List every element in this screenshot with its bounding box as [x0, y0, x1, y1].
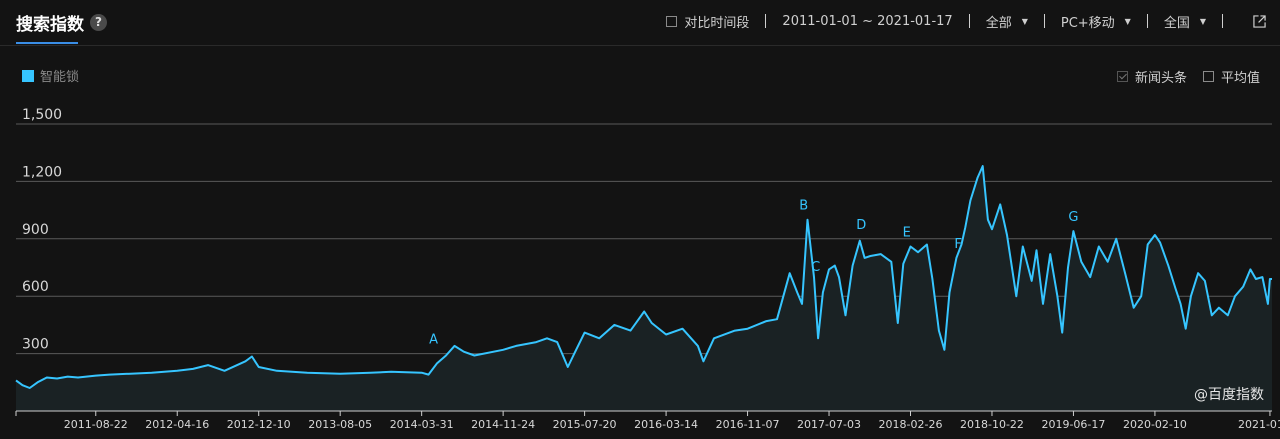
- top-bar: 搜索指数 ? 对比时间段 2011-01-01 ~ 2021-01-17 全部 …: [0, 0, 1280, 46]
- toolbar: 对比时间段 2011-01-01 ~ 2021-01-17 全部 ▼ PC+移动…: [666, 10, 1266, 32]
- y-tick-label: 1,500: [22, 107, 62, 123]
- page-title: 搜索指数: [16, 14, 84, 35]
- x-tick-label: 2012-12-10: [227, 418, 291, 431]
- device-dropdown[interactable]: PC+移动 ▼: [1061, 12, 1131, 31]
- caret-down-icon: ▼: [1199, 16, 1206, 26]
- x-tick-label: 2020-02-10: [1123, 418, 1187, 431]
- news-label: 新闻头条: [1134, 71, 1187, 86]
- date-range-picker[interactable]: 2011-01-01 ~ 2021-01-17: [782, 13, 953, 29]
- x-tick-label: 2011-08-22: [64, 418, 128, 431]
- source-select-value: 全部: [985, 15, 1012, 31]
- average-toggle[interactable]: 平均值: [1202, 67, 1260, 86]
- annotation-label: F: [954, 237, 961, 252]
- compare-checkbox[interactable]: [666, 15, 678, 27]
- chart-legend[interactable]: 智能锁: [22, 66, 79, 85]
- caret-down-icon: ▼: [1021, 16, 1028, 26]
- x-tick-label: 2019-06-17: [1041, 418, 1105, 431]
- help-icon[interactable]: ?: [90, 13, 107, 31]
- annotation-label: B: [799, 199, 808, 214]
- device-select-value: PC+移动: [1060, 15, 1115, 31]
- compare-period-toggle[interactable]: 对比时间段: [666, 12, 749, 31]
- y-tick-label: 300: [22, 337, 49, 353]
- divider: [1043, 14, 1045, 28]
- divider: [765, 14, 767, 28]
- legend-swatch: [22, 69, 34, 82]
- annotation-label: G: [1068, 210, 1078, 225]
- x-tick-label: 2012-04-16: [145, 418, 209, 431]
- x-tick-label: 2014-03-31: [390, 418, 454, 431]
- news-checkbox[interactable]: [1116, 71, 1128, 82]
- divider: [1146, 14, 1148, 28]
- legend-label: 智能锁: [40, 70, 80, 85]
- region-dropdown[interactable]: 全国 ▼: [1164, 12, 1206, 31]
- annotation-label: D: [856, 218, 866, 233]
- series-line: [15, 165, 1272, 389]
- tab-search-index[interactable]: 搜索指数 ?: [16, 8, 107, 36]
- x-tick-label: 2016-11-07: [716, 418, 780, 431]
- x-tick-label: 2013-08-05: [308, 418, 372, 431]
- x-tick-label: 2016-03-14: [634, 418, 698, 431]
- chart-options: 新闻头条 平均值: [1116, 67, 1260, 86]
- y-tick-label: 600: [22, 279, 49, 295]
- external-link-icon[interactable]: [1253, 14, 1266, 28]
- average-label: 平均值: [1220, 71, 1260, 86]
- annotation-label: A: [429, 333, 438, 348]
- divider: [968, 14, 970, 28]
- region-select-value: 全国: [1163, 15, 1190, 31]
- x-tick-label: 2017-07-03: [797, 418, 861, 431]
- source-dropdown[interactable]: 全部 ▼: [986, 12, 1028, 31]
- x-tick-label: 2018-02-26: [879, 418, 943, 431]
- x-tick-label: 2018-10-22: [960, 418, 1024, 431]
- annotation-label: E: [903, 225, 911, 240]
- tab-active-underline: [16, 42, 78, 44]
- news-toggle[interactable]: 新闻头条: [1116, 67, 1187, 86]
- baidu-index-watermark: @百度指数: [1194, 387, 1264, 403]
- x-tick-label: 2021-01-11: [1238, 418, 1280, 431]
- caret-down-icon: ▼: [1124, 16, 1131, 26]
- y-tick-label: 1,200: [22, 164, 62, 180]
- series-area: [16, 166, 1272, 411]
- x-tick-label: 2014-11-24: [471, 418, 535, 431]
- average-checkbox[interactable]: [1202, 71, 1214, 82]
- annotation-label: C: [811, 260, 820, 275]
- x-tick-label: 2015-07-20: [553, 418, 617, 431]
- y-tick-label: 900: [22, 222, 49, 238]
- compare-label: 对比时间段: [684, 15, 750, 31]
- divider: [1222, 14, 1223, 28]
